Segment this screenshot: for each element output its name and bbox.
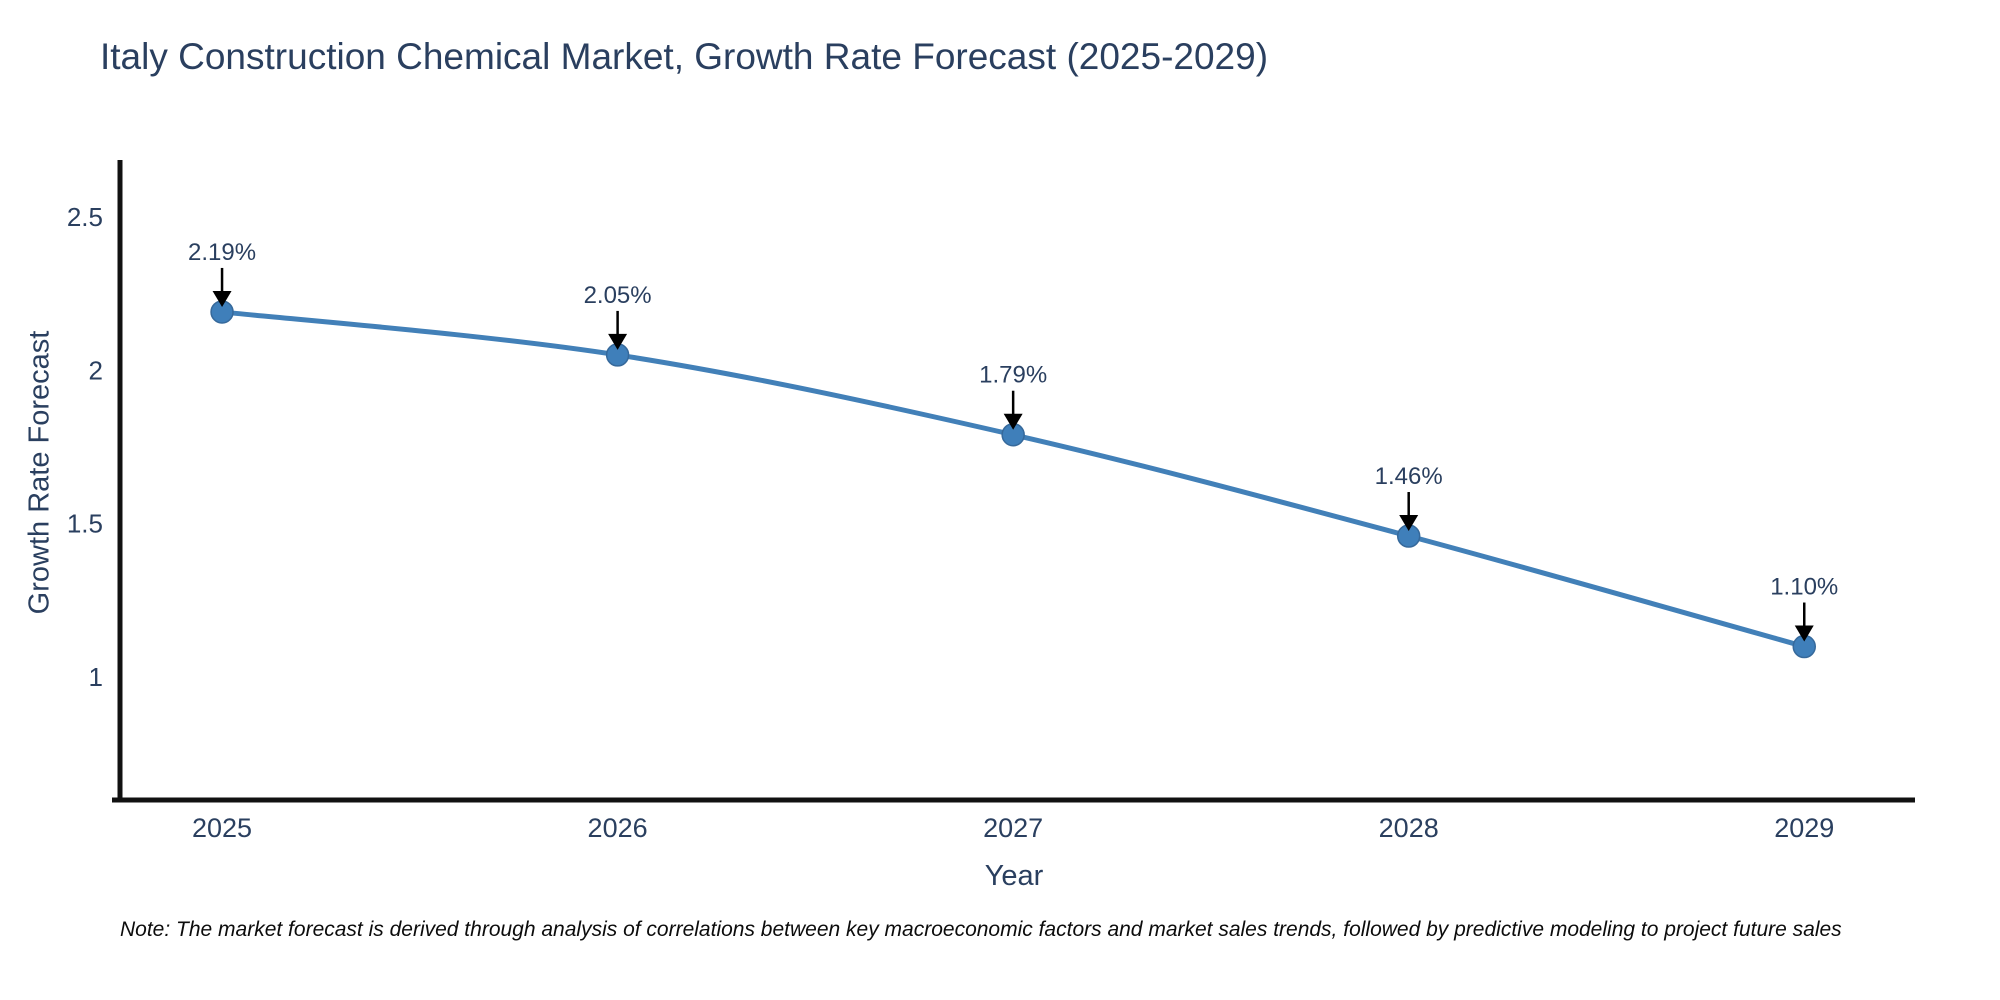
annotation-arrowhead-icon: [1399, 515, 1419, 532]
annotation-label: 1.10%: [1770, 574, 1838, 601]
x-axis-title: Year: [984, 860, 1044, 892]
annotation-label: 2.19%: [188, 239, 256, 266]
annotation-arrowhead-icon: [212, 290, 232, 307]
footnote: Note: The market forecast is derived thr…: [120, 918, 1842, 941]
annotation-label: 1.46%: [1375, 463, 1443, 490]
y-tick-label: 1: [89, 662, 103, 692]
annotation-arrowhead-icon: [1003, 413, 1023, 430]
x-tick-label: 2028: [1379, 813, 1439, 843]
annotation-arrowhead-icon: [608, 333, 628, 350]
x-tick-label: 2029: [1774, 813, 1834, 843]
y-tick-label: 2.5: [67, 202, 103, 232]
y-tick-label: 2: [89, 355, 103, 385]
x-tick-label: 2027: [983, 813, 1043, 843]
x-tick-label: 2025: [192, 813, 252, 843]
annotation-arrowhead-icon: [1794, 625, 1814, 642]
annotation-label: 1.79%: [979, 362, 1047, 389]
y-tick-label: 1.5: [67, 509, 103, 539]
annotation-label: 2.05%: [584, 282, 652, 309]
x-tick-label: 2026: [588, 813, 648, 843]
chart-title: Italy Construction Chemical Market, Grow…: [100, 36, 1269, 77]
